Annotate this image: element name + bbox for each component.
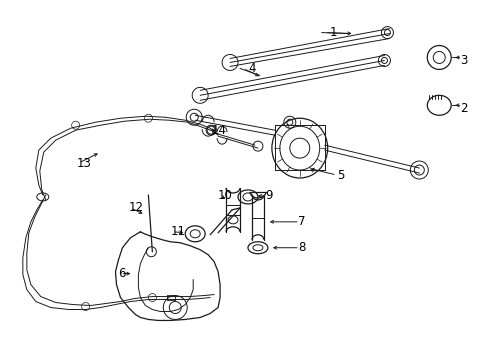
Text: 6: 6 xyxy=(118,267,126,280)
Text: 13: 13 xyxy=(77,157,91,170)
Text: 11: 11 xyxy=(170,225,185,238)
Text: 4: 4 xyxy=(247,62,255,75)
Text: 2: 2 xyxy=(459,102,467,115)
Text: 14: 14 xyxy=(212,124,226,137)
Text: 7: 7 xyxy=(297,215,305,228)
Text: 1: 1 xyxy=(329,26,337,39)
Text: 12: 12 xyxy=(128,201,143,215)
Text: 5: 5 xyxy=(336,168,344,181)
Text: 10: 10 xyxy=(218,189,232,202)
Text: 8: 8 xyxy=(297,241,305,254)
Text: 3: 3 xyxy=(459,54,467,67)
Text: 9: 9 xyxy=(264,189,272,202)
